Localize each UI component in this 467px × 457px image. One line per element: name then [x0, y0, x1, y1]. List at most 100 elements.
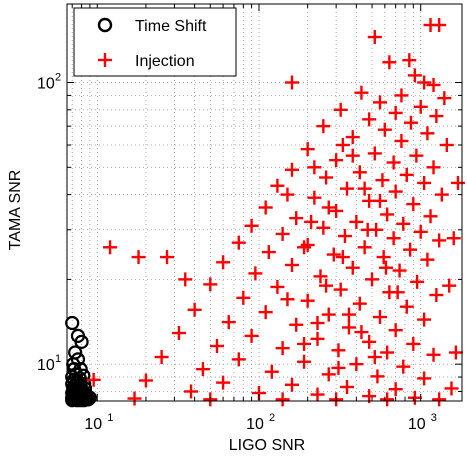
injection-point: [420, 252, 435, 267]
injection-point: [367, 146, 382, 161]
injection-point: [248, 266, 263, 281]
injection-point: [313, 269, 328, 284]
injection-point: [244, 328, 259, 343]
injection-point: [352, 165, 367, 180]
injection-point: [376, 250, 391, 265]
injection-point: [432, 18, 447, 33]
injection-point: [310, 331, 325, 346]
injection-point: [410, 274, 425, 289]
injection-point: [362, 112, 377, 127]
injection-point: [329, 153, 344, 168]
injection-point: [380, 392, 395, 407]
injection-point: [378, 260, 393, 275]
injection-point: [304, 214, 319, 229]
injection-point: [382, 55, 397, 70]
injection-point: [307, 160, 322, 175]
time-shift-point: [81, 392, 96, 407]
injection-point: [319, 170, 334, 185]
injection-point: [321, 200, 336, 215]
injection-point: [394, 133, 409, 148]
injection-point: [402, 53, 417, 68]
injection-point: [444, 381, 459, 396]
injection-point: [209, 339, 224, 354]
injection-point: [426, 347, 441, 362]
injection-point: [160, 250, 175, 265]
legend-label-time-shift: Time Shift: [135, 18, 207, 35]
injection-point: [331, 343, 346, 358]
y-tick-label: 10: [37, 76, 55, 93]
axis-ticks: 10 1 10 2 10 310 110 2: [37, 4, 462, 433]
injection-point: [434, 187, 449, 202]
x-tick-label: 10: [246, 416, 264, 433]
time-shift-point: [65, 315, 80, 331]
injection-point: [131, 250, 146, 265]
injection-point: [216, 255, 231, 270]
injection-point: [221, 315, 236, 330]
time-shift-point: [70, 328, 86, 343]
legend: Time Shift Injection: [73, 7, 237, 77]
injection-point: [446, 231, 461, 246]
injection-point: [417, 175, 432, 190]
x-tick-exponent: 1: [107, 412, 113, 424]
injection-point: [426, 77, 441, 92]
x-tick-label: 10: [408, 416, 426, 433]
injection-point: [300, 293, 315, 308]
injection-point: [300, 142, 315, 157]
injection-point: [270, 178, 285, 193]
injection-point: [103, 240, 118, 255]
injection-point: [236, 290, 251, 305]
injection-point: [326, 247, 341, 262]
injection-point: [388, 382, 403, 397]
injection-point: [270, 279, 285, 294]
injection-point: [339, 379, 354, 394]
injection-point: [264, 364, 279, 379]
injection-point: [429, 109, 444, 124]
injection-point: [337, 229, 352, 244]
injection-point: [406, 197, 421, 212]
injection-point: [335, 250, 350, 265]
injection-point: [399, 167, 414, 182]
injection-point: [417, 75, 432, 90]
injection-point: [413, 99, 428, 114]
injection-point: [380, 207, 395, 222]
injection-point: [216, 375, 231, 390]
legend-circle-icon: [97, 17, 113, 33]
injection-point: [321, 307, 336, 322]
injection-point: [388, 184, 403, 199]
injection-point: [258, 200, 273, 215]
injection-point: [310, 316, 325, 331]
injection-point: [380, 345, 395, 360]
y-tick-exponent: 2: [55, 72, 61, 84]
injection-point: [377, 122, 392, 137]
injection-point: [367, 350, 382, 365]
injection-point: [420, 126, 435, 141]
injection-point: [429, 288, 444, 303]
injection-point: [417, 371, 432, 386]
injection-point: [231, 235, 246, 250]
injection-point: [333, 282, 348, 297]
legend-label-injection: Injection: [135, 53, 195, 70]
time-shift-point: [82, 390, 97, 405]
injection-point: [244, 218, 259, 233]
injection-point: [154, 350, 169, 365]
injection-point: [392, 263, 407, 278]
injection-point: [357, 240, 372, 255]
injection-point: [171, 326, 186, 341]
injection-point: [413, 224, 428, 239]
y-tick-exponent: 1: [55, 353, 61, 365]
injection-point: [261, 245, 276, 260]
injection-point: [178, 272, 193, 287]
injection-point: [403, 115, 418, 130]
injection-point: [203, 277, 218, 292]
injection-point: [370, 369, 385, 384]
injection-point: [372, 193, 387, 208]
time-shift-point: [69, 375, 85, 390]
injection-point: [231, 352, 246, 367]
injection-point: [399, 299, 414, 314]
y-axis-label: TAMA SNR: [7, 170, 24, 251]
injection-point: [316, 119, 331, 134]
injection-point: [426, 160, 441, 175]
x-tick-label: 10: [84, 416, 102, 433]
injection-point: [138, 373, 153, 388]
injection-point: [388, 323, 403, 338]
